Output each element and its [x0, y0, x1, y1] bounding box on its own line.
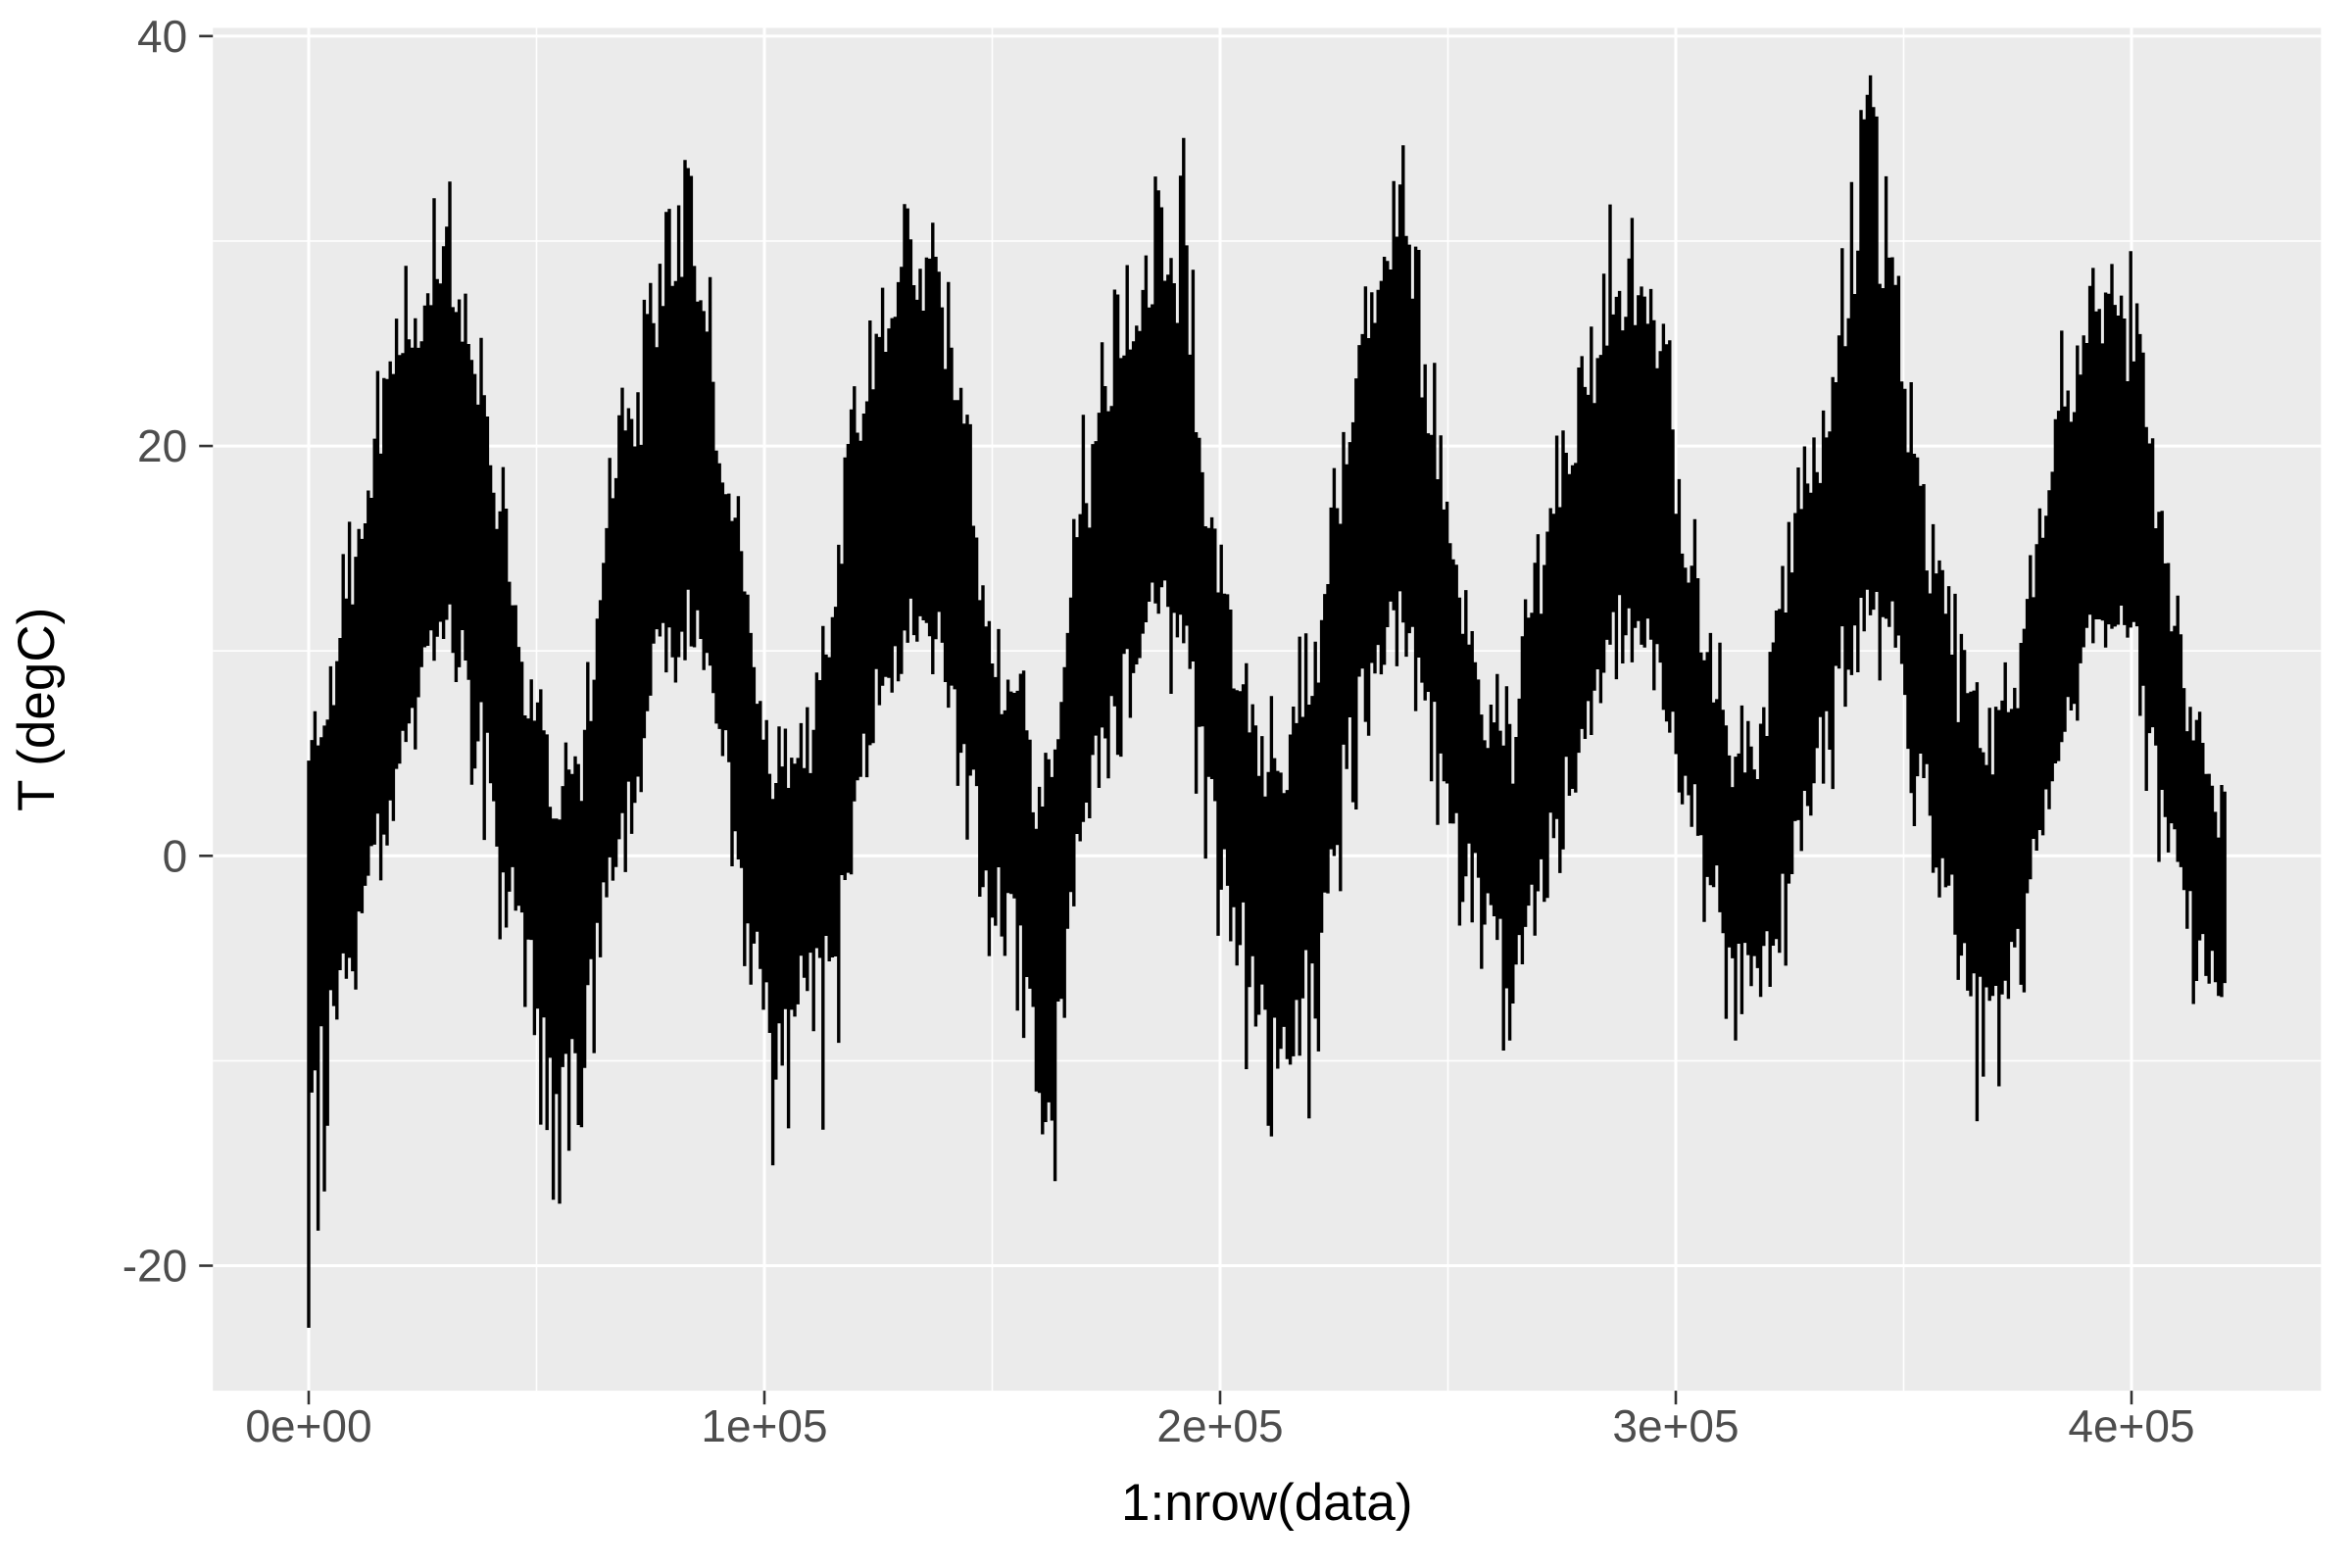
x-tick-label: 1e+05 [701, 1400, 827, 1451]
y-tick-label: 20 [137, 420, 187, 471]
x-axis-title: 1:nrow(data) [1121, 1474, 1413, 1532]
temperature-series [307, 74, 2227, 1328]
y-tick-label: 0 [163, 830, 188, 881]
x-tick-label: 0e+00 [245, 1400, 371, 1451]
x-tick-label: 4e+05 [2068, 1400, 2194, 1451]
x-tick-label: 3e+05 [1612, 1400, 1739, 1451]
y-tick-label: 40 [137, 11, 187, 62]
y-tick-label: -20 [122, 1241, 187, 1292]
x-tick-label: 2e+05 [1156, 1400, 1283, 1451]
y-axis-title: T (degC) [8, 608, 66, 811]
axis-tick-marks [199, 34, 2133, 1405]
axis-tick-labels: 0e+00 1e+05 2e+05 3e+05 4e+05 40 20 0 -20 [122, 11, 2195, 1451]
